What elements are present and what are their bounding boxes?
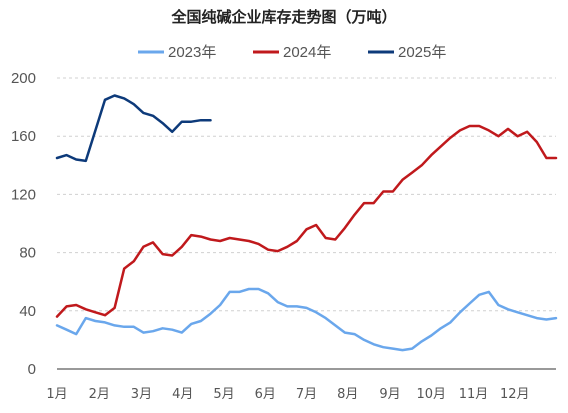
- x-tick-label: 2月: [89, 387, 110, 402]
- legend-label: 2023年: [168, 44, 216, 61]
- y-tick-label: 120: [11, 186, 36, 203]
- x-tick-label: 10月: [416, 387, 446, 402]
- x-tick-label: 12月: [500, 387, 530, 402]
- y-tick-label: 40: [19, 303, 36, 320]
- y-tick-label: 200: [11, 70, 36, 87]
- gridlines: [57, 77, 556, 312]
- series-2023年: [55, 287, 558, 352]
- x-tick-label: 8月: [337, 387, 358, 402]
- x-tick-label: 4月: [172, 387, 193, 402]
- chart-title: 全国纯碱企业库存走势图（万吨）: [170, 8, 396, 26]
- plot-area: [55, 94, 558, 352]
- series-2024年: [55, 124, 558, 318]
- x-tick-label: 1月: [46, 387, 67, 402]
- x-tick-label: 6月: [255, 387, 276, 402]
- legend-label: 2024年: [283, 44, 331, 61]
- x-tick-label: 9月: [379, 387, 400, 402]
- y-tick-label: 80: [19, 245, 36, 262]
- legend: 2023年 2024年 2025年: [138, 44, 446, 61]
- y-axis: 0 40 80 120 160 200: [11, 70, 36, 378]
- y-tick-label: 160: [11, 128, 36, 145]
- x-tick-label: 7月: [296, 387, 317, 402]
- series-2025年: [55, 94, 212, 163]
- y-tick-label: 0: [28, 361, 36, 378]
- series-line: [55, 94, 212, 163]
- x-tick-label: 11月: [459, 387, 489, 402]
- x-tick-label: 5月: [213, 387, 234, 402]
- legend-label: 2025年: [398, 44, 446, 61]
- legend-item: 2024年: [253, 44, 331, 61]
- legend-item: 2025年: [368, 44, 446, 61]
- legend-item: 2023年: [138, 44, 216, 61]
- x-axis: 1月 2月 3月 4月 5月 6月 7月 8月 9月 10月 11月 12月: [46, 368, 556, 402]
- x-tick-label: 3月: [131, 387, 152, 402]
- series-line: [55, 287, 558, 352]
- series-line: [55, 124, 558, 318]
